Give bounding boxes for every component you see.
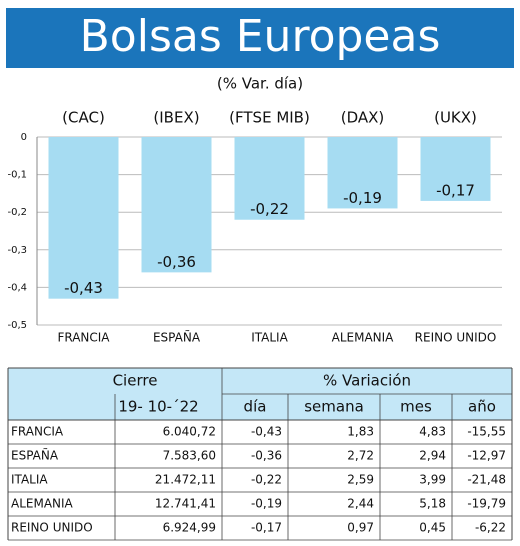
- table-cell: REINO UNIDO: [11, 521, 93, 535]
- table-cell: -19,79: [467, 497, 506, 511]
- table-cell: 2,72: [347, 449, 374, 463]
- table-cell: 4,83: [419, 425, 446, 439]
- y-tick-label: -0,2: [7, 207, 27, 218]
- table-subheader: año: [468, 398, 496, 416]
- index-label: (IBEX): [153, 109, 199, 127]
- table-cell: 2,94: [419, 449, 446, 463]
- table-cell: -15,55: [467, 425, 506, 439]
- x-tick-label: ESPAÑA: [153, 330, 201, 345]
- table-cell: 12.741,41: [155, 497, 216, 511]
- table-cell: -0,22: [251, 473, 282, 487]
- y-tick-label: -0,5: [7, 320, 27, 331]
- table-cell: ALEMANIA: [11, 497, 74, 511]
- x-tick-label: ALEMANIA: [332, 331, 395, 345]
- table-cell: -0,17: [251, 521, 282, 535]
- index-label: (CAC): [62, 109, 105, 127]
- table-cell: 21.472,11: [155, 473, 216, 487]
- y-tick-label: 0: [21, 132, 27, 143]
- index-label: (FTSE MIB): [229, 109, 310, 127]
- value-label: -0,36: [157, 253, 196, 271]
- table-cell: -21,48: [467, 473, 506, 487]
- y-tick-label: -0,1: [7, 170, 27, 181]
- x-tick-label: REINO UNIDO: [415, 331, 497, 345]
- table-subheader: mes: [400, 398, 432, 416]
- table-cell: 6.040,72: [163, 425, 216, 439]
- table-cell: FRANCIA: [11, 425, 64, 439]
- table-cell: ITALIA: [11, 473, 48, 487]
- bar: [327, 137, 398, 209]
- x-tick-label: FRANCIA: [57, 331, 110, 345]
- table-cell: 7.583,60: [163, 449, 216, 463]
- table-cell: 0,45: [419, 521, 446, 535]
- table-cell: -0,36: [251, 449, 282, 463]
- table-subheader: día: [244, 398, 267, 416]
- table-cell: -0,19: [251, 497, 282, 511]
- y-tick-label: -0,4: [7, 282, 27, 293]
- chart-title: Bolsas Europeas: [80, 11, 441, 62]
- bar: [141, 137, 212, 273]
- x-tick-label: ITALIA: [251, 331, 288, 345]
- index-label: (UKX): [434, 109, 477, 127]
- table-cell: 3,99: [419, 473, 446, 487]
- bar: [234, 137, 305, 220]
- table-cell: 2,59: [347, 473, 374, 487]
- value-label: -0,22: [250, 200, 289, 218]
- table-cell: -6,22: [475, 521, 506, 535]
- table-cell: 0,97: [347, 521, 374, 535]
- table-cell: ESPAÑA: [11, 448, 59, 463]
- y-tick-label: -0,3: [7, 245, 27, 256]
- table-cell: 1,83: [347, 425, 374, 439]
- table-header: Cierre: [113, 372, 158, 390]
- table-subheader: semana: [304, 398, 364, 416]
- chart-subtitle: (% Var. día): [217, 75, 303, 93]
- table-cell: 6.924,99: [163, 521, 216, 535]
- value-label: -0,43: [64, 279, 103, 297]
- table-cell: 2,44: [347, 497, 374, 511]
- bar: [420, 137, 491, 201]
- table-header: % Variación: [323, 372, 411, 390]
- value-label: -0,19: [343, 189, 382, 207]
- table-cell: -0,43: [251, 425, 282, 439]
- index-label: (DAX): [341, 109, 385, 127]
- table-cell: -12,97: [467, 449, 506, 463]
- value-label: -0,17: [436, 181, 475, 199]
- bar: [48, 137, 119, 299]
- title-banner: [6, 8, 514, 68]
- table-cell: 5,18: [419, 497, 446, 511]
- table-subheader: 19- 10-´22: [118, 398, 198, 416]
